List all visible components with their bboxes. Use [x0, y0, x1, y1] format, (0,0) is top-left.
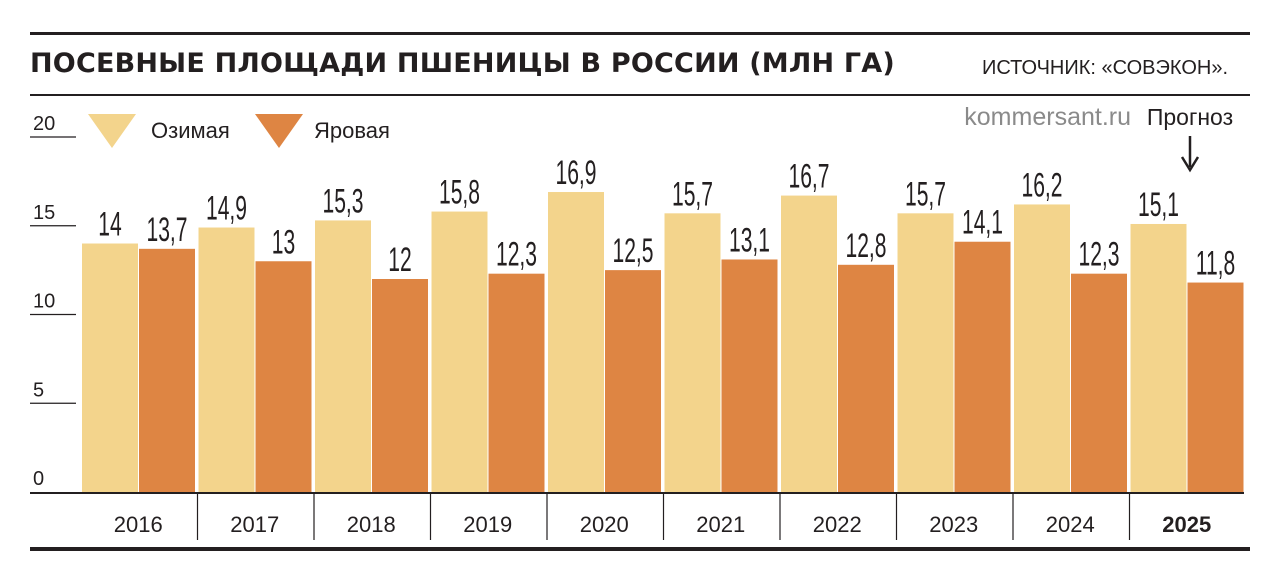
x-tick-label: 2017	[230, 512, 279, 537]
bars	[82, 192, 1244, 493]
credit-watermark: kommersant.ru	[964, 103, 1131, 131]
value-label: 15,8	[439, 172, 480, 210]
bar-winter-2019	[431, 211, 488, 493]
bar-spring-2020	[605, 270, 661, 492]
value-label: 15,3	[323, 181, 364, 219]
legend-marker-winter	[88, 114, 136, 148]
bar-winter-2024	[1014, 204, 1070, 492]
bar-spring-2022	[838, 264, 894, 492]
bar-spring-2024	[1071, 273, 1127, 492]
value-label: 12,5	[613, 231, 654, 269]
value-label: 13,7	[147, 210, 188, 248]
forecast-arrow-icon	[1180, 136, 1200, 173]
bar-winter-2016	[82, 243, 138, 492]
bar-winter-2020	[548, 192, 604, 492]
y-tick-label: 0	[33, 468, 44, 490]
x-tick-label: 2021	[696, 512, 745, 537]
y-axis: 0 5 10 15 20	[30, 113, 76, 490]
x-axis: 2016 2017 2018 2019 2020 2021 2022 2023 2024 2025	[30, 492, 1244, 540]
value-label: 13	[272, 222, 295, 260]
bar-spring-2025	[1187, 282, 1244, 492]
value-label: 16,7	[789, 156, 830, 194]
x-tick-label: 2024	[1046, 512, 1095, 537]
legend-label: Яровая	[314, 118, 390, 143]
x-tick-label: 2023	[929, 512, 978, 537]
value-label: 15,7	[905, 174, 946, 212]
bar-spring-2017	[255, 261, 312, 492]
value-label: 11,8	[1196, 243, 1235, 281]
value-label: 14,9	[206, 188, 247, 226]
legend-marker-spring	[255, 114, 303, 148]
value-label: 12,8	[846, 226, 887, 264]
bar-winter-2023	[897, 213, 954, 492]
y-tick-label: 10	[33, 291, 55, 313]
bar-winter-2021	[664, 213, 721, 492]
value-label: 16,9	[556, 153, 597, 191]
forecast-label: Прогноз	[1147, 104, 1233, 130]
value-label: 12	[388, 240, 411, 278]
y-tick-label: 15	[33, 202, 55, 224]
bar-spring-2018	[372, 279, 428, 492]
x-tick-label: 2022	[813, 512, 862, 537]
top-rule	[30, 32, 1250, 35]
legend: Озимая Яровая	[88, 114, 390, 148]
bottom-rule	[30, 547, 1250, 551]
y-tick-label: 5	[33, 379, 44, 401]
chart-title: ПОСЕВНЫЕ ПЛОЩАДИ ПШЕНИЦЫ В РОССИИ (МЛН Г…	[30, 48, 895, 79]
legend-label: Озимая	[151, 118, 230, 143]
value-label: 14,1	[962, 202, 1003, 240]
x-tick-label: 2018	[347, 512, 396, 537]
bar-spring-2016	[139, 248, 195, 492]
bar-spring-2019	[488, 273, 545, 492]
bar-spring-2021	[721, 259, 778, 492]
bar-winter-2017	[198, 227, 255, 492]
bar-winter-2018	[315, 220, 371, 493]
value-label: 15,1	[1138, 185, 1179, 223]
value-label: 14	[98, 204, 121, 242]
x-tick-label: 2025	[1162, 512, 1211, 537]
value-label: 16,2	[1022, 165, 1063, 203]
value-label: 12,3	[1079, 234, 1120, 272]
x-tick-label: 2020	[580, 512, 629, 537]
header-rule	[30, 94, 1250, 96]
source-note: ИСТОЧНИК: «СОВЭКОН».	[982, 57, 1229, 79]
value-label: 15,7	[672, 174, 713, 212]
y-tick-label: 20	[33, 113, 55, 135]
bar-spring-2023	[954, 241, 1011, 492]
value-label: 12,3	[496, 234, 537, 272]
value-label: 13,1	[729, 220, 770, 258]
value-labels: 14 13,7 14,9 13 15,3 12 15,8 12,3 16,9 12,5 15,7 13…	[98, 153, 1235, 282]
bar-winter-2022	[781, 195, 837, 492]
bar-winter-2025	[1130, 223, 1187, 492]
x-tick-label: 2016	[114, 512, 163, 537]
x-tick-label: 2019	[463, 512, 512, 537]
